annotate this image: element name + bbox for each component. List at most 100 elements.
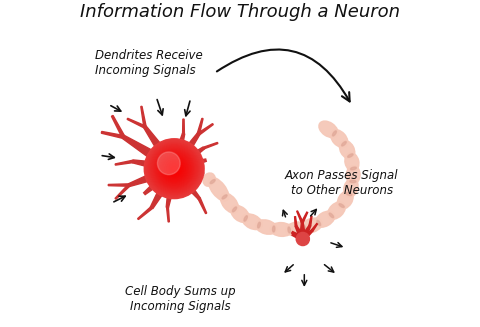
Circle shape [157, 152, 192, 186]
Polygon shape [129, 164, 176, 186]
Ellipse shape [222, 195, 227, 199]
Circle shape [296, 232, 310, 246]
Polygon shape [182, 119, 184, 134]
Polygon shape [167, 207, 169, 222]
Polygon shape [144, 126, 179, 172]
Circle shape [157, 152, 180, 175]
Circle shape [160, 155, 188, 182]
Ellipse shape [337, 191, 353, 209]
Circle shape [169, 164, 180, 174]
Ellipse shape [315, 211, 335, 227]
Text: Axon Passes Signal
to Other Neurons: Axon Passes Signal to Other Neurons [285, 169, 398, 197]
Circle shape [153, 147, 195, 190]
Text: Dendrites Receive
Incoming Signals: Dendrites Receive Incoming Signals [95, 49, 203, 77]
Circle shape [172, 167, 176, 170]
Polygon shape [198, 198, 207, 214]
Ellipse shape [242, 214, 263, 230]
Polygon shape [138, 207, 153, 219]
Circle shape [171, 165, 178, 172]
Polygon shape [115, 184, 130, 199]
Circle shape [165, 159, 183, 178]
Polygon shape [197, 118, 203, 135]
Polygon shape [300, 225, 311, 240]
Polygon shape [173, 159, 206, 172]
Polygon shape [122, 135, 178, 174]
Circle shape [163, 158, 185, 180]
Circle shape [167, 161, 182, 176]
Ellipse shape [210, 180, 215, 184]
Polygon shape [150, 166, 179, 208]
Polygon shape [101, 131, 124, 138]
Circle shape [154, 148, 195, 189]
Polygon shape [127, 118, 145, 128]
Polygon shape [295, 217, 297, 226]
Polygon shape [295, 226, 305, 240]
Ellipse shape [288, 227, 290, 233]
Circle shape [152, 146, 196, 191]
Circle shape [150, 145, 198, 193]
Circle shape [168, 162, 181, 176]
Polygon shape [312, 224, 317, 231]
Polygon shape [108, 184, 129, 186]
Ellipse shape [328, 202, 345, 219]
Circle shape [166, 160, 183, 177]
Circle shape [146, 141, 203, 197]
Title: Information Flow Through a Neuron: Information Flow Through a Neuron [80, 3, 400, 21]
Ellipse shape [344, 179, 358, 197]
Circle shape [158, 152, 191, 185]
Text: Cell Body Sums up
Incoming Signals: Cell Body Sums up Incoming Signals [125, 285, 236, 313]
Circle shape [145, 140, 203, 198]
Ellipse shape [350, 180, 356, 183]
Polygon shape [172, 147, 204, 172]
Circle shape [162, 157, 186, 181]
Circle shape [148, 142, 201, 195]
Ellipse shape [273, 226, 275, 232]
Circle shape [144, 139, 204, 198]
Polygon shape [170, 133, 199, 171]
Ellipse shape [255, 220, 277, 234]
Ellipse shape [270, 223, 293, 236]
Ellipse shape [350, 167, 356, 170]
Ellipse shape [231, 205, 249, 222]
Circle shape [151, 146, 197, 192]
Circle shape [160, 154, 189, 183]
Ellipse shape [331, 130, 348, 147]
Ellipse shape [345, 153, 359, 171]
Ellipse shape [319, 121, 338, 138]
Circle shape [173, 168, 175, 169]
Polygon shape [204, 143, 218, 149]
Polygon shape [301, 212, 308, 223]
Circle shape [147, 141, 202, 196]
Ellipse shape [301, 218, 322, 233]
Ellipse shape [342, 142, 346, 146]
Polygon shape [141, 106, 146, 127]
Ellipse shape [339, 204, 344, 208]
Circle shape [159, 153, 190, 184]
Ellipse shape [208, 177, 229, 201]
Ellipse shape [317, 220, 321, 226]
Ellipse shape [286, 222, 308, 236]
Circle shape [164, 158, 184, 179]
Circle shape [155, 149, 194, 188]
Polygon shape [144, 165, 177, 195]
Circle shape [170, 164, 179, 173]
Ellipse shape [339, 141, 355, 159]
Polygon shape [292, 234, 303, 241]
Polygon shape [198, 124, 213, 135]
Ellipse shape [220, 193, 239, 213]
Polygon shape [174, 165, 204, 175]
Circle shape [148, 143, 200, 194]
Ellipse shape [329, 213, 334, 218]
Polygon shape [166, 168, 178, 207]
Ellipse shape [232, 207, 237, 212]
Polygon shape [171, 166, 200, 199]
Polygon shape [170, 134, 185, 170]
Ellipse shape [203, 173, 215, 186]
Polygon shape [292, 232, 304, 241]
Polygon shape [132, 160, 175, 173]
Circle shape [149, 144, 199, 194]
Circle shape [156, 151, 192, 187]
Ellipse shape [346, 165, 360, 184]
Polygon shape [297, 211, 303, 223]
Ellipse shape [348, 154, 353, 157]
